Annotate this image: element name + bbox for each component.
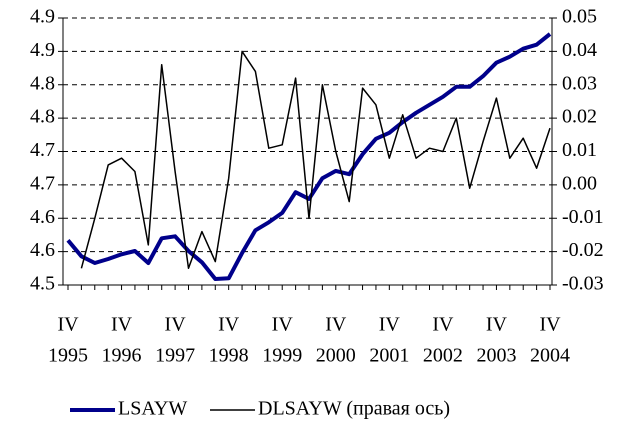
x-tick-label: 1996 xyxy=(102,345,142,367)
y-tick-label: 4.7 xyxy=(30,139,55,161)
x-tick-label: IV xyxy=(432,314,454,336)
x-tick-label: IV xyxy=(57,314,79,336)
legend-label: DLSAYW (правая ось) xyxy=(258,398,450,420)
y2-tick-label: 0.05 xyxy=(562,6,597,28)
y2-tick-label: 0.01 xyxy=(562,139,597,161)
x-tick-label: 1999 xyxy=(262,345,302,367)
x-tick-label: IV xyxy=(325,314,347,336)
y2-tick-label: 0.04 xyxy=(562,39,597,61)
x-tick-label: IV xyxy=(165,314,187,336)
y2-tick-label: 0.02 xyxy=(562,106,597,128)
x-tick-label: 1997 xyxy=(155,345,195,367)
y2-tick-label: 0.00 xyxy=(562,172,597,194)
x-tick-label: 2003 xyxy=(476,345,516,367)
y2-tick-label: 0.03 xyxy=(562,72,597,94)
x-tick-label: IV xyxy=(218,314,240,336)
line-series xyxy=(80,50,551,270)
x-tick-label: 2000 xyxy=(316,345,356,367)
x-tick-label: IV xyxy=(486,314,508,336)
x-tick-label: 1995 xyxy=(48,345,88,367)
x-tick-label: 2001 xyxy=(369,345,409,367)
y2-tick-label: -0.01 xyxy=(562,206,604,228)
y-tick-label: 4.6 xyxy=(30,239,55,261)
y2-tick-label: -0.03 xyxy=(562,273,604,295)
legend-label: LSAYW xyxy=(118,398,187,420)
y-tick-label: 4.9 xyxy=(30,6,55,28)
x-tick-label: IV xyxy=(379,314,401,336)
y-tick-label: 4.7 xyxy=(30,172,55,194)
line-series xyxy=(66,32,552,281)
y-tick-label: 4.6 xyxy=(30,206,55,228)
y2-tick-label: -0.02 xyxy=(562,239,604,261)
x-tick-label: 1998 xyxy=(209,345,249,367)
x-tick-label: 2004 xyxy=(530,345,570,367)
y-tick-label: 4.5 xyxy=(30,273,55,295)
y-tick-label: 4.8 xyxy=(30,72,55,94)
x-tick-label: IV xyxy=(272,314,294,336)
y-tick-label: 4.8 xyxy=(30,106,55,128)
y-tick-label: 4.9 xyxy=(30,39,55,61)
x-tick-label: IV xyxy=(111,314,133,336)
x-tick-label: 2002 xyxy=(423,345,463,367)
x-tick-label: IV xyxy=(539,314,561,336)
